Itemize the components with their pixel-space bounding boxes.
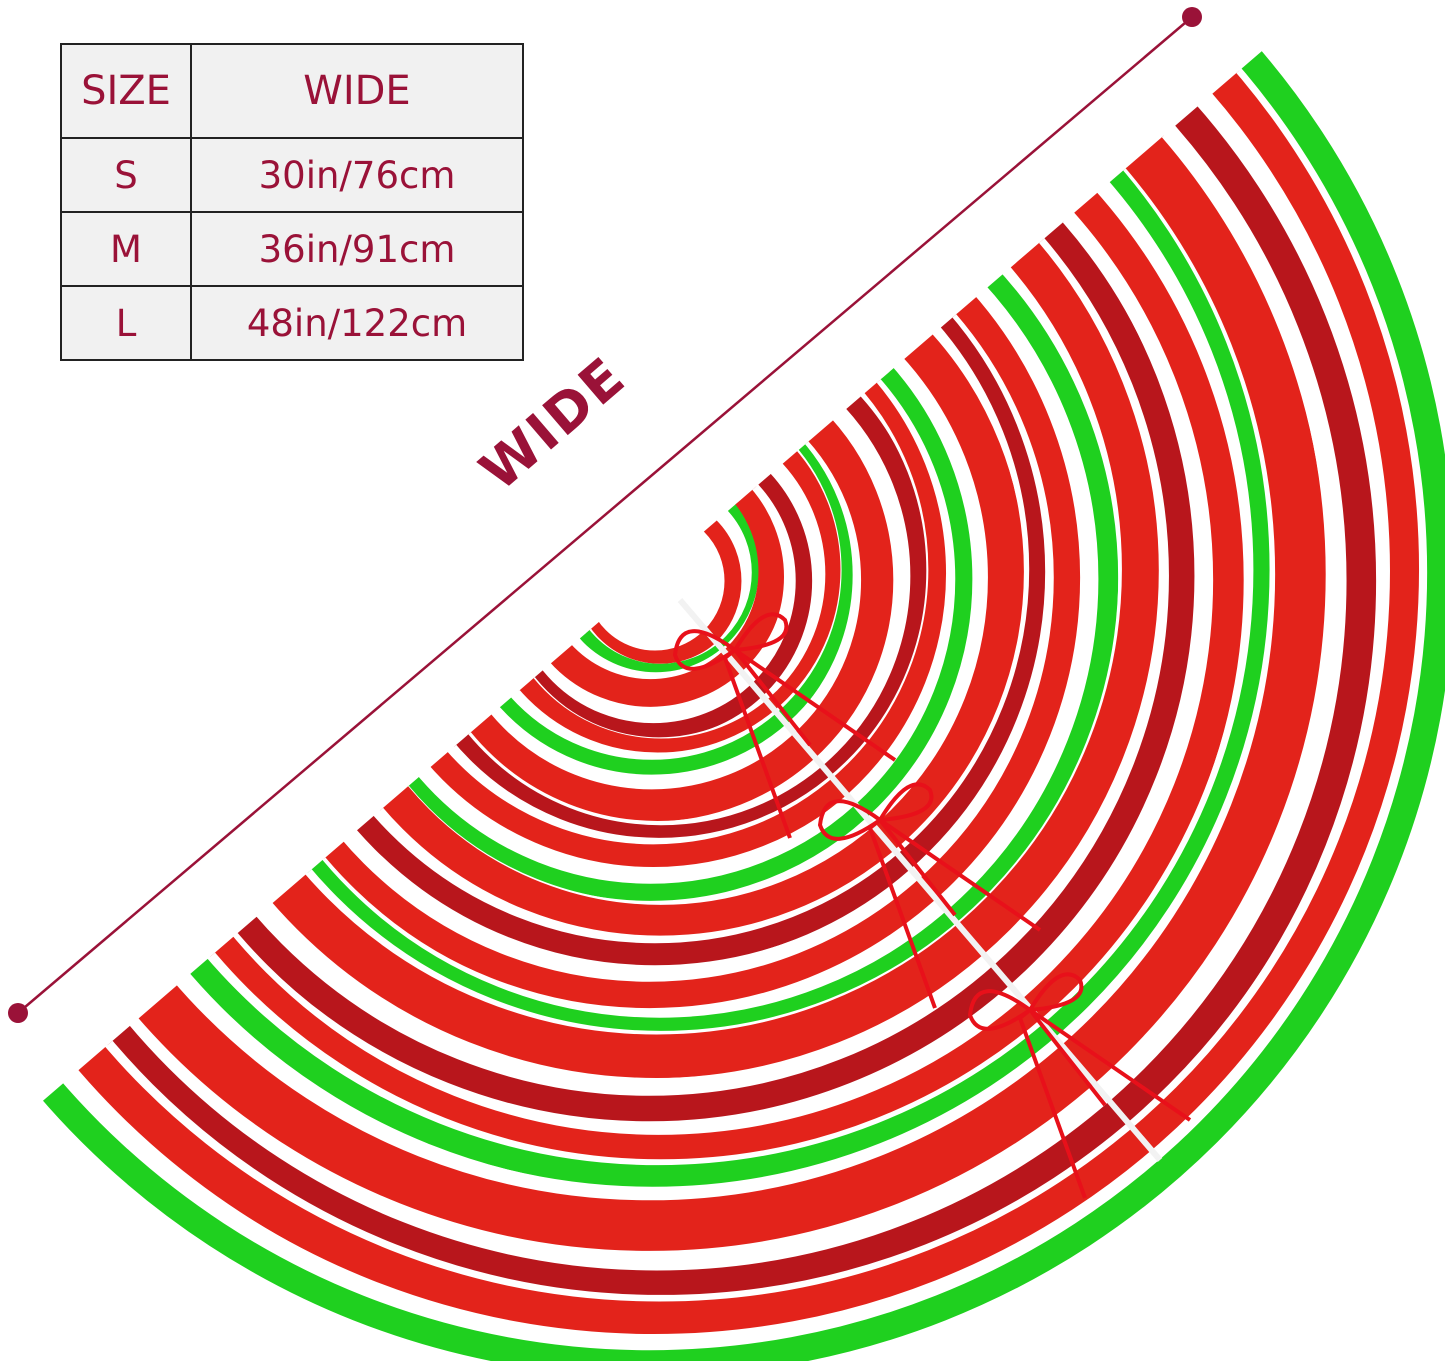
wide-cell: 36in/91cm (190, 211, 524, 287)
skirt-slit (677, 598, 1163, 1162)
skirt-stripe (0, 0, 1377, 1301)
dimension-endpoint-left (8, 1003, 28, 1023)
ribbon-bow (967, 972, 1192, 1199)
ribbon-bow (672, 612, 897, 839)
wide-cell: 48in/122cm (190, 285, 524, 361)
dimension-line (8, 7, 1202, 1023)
size-cell: L (60, 285, 192, 361)
ribbon-bow (817, 782, 1042, 1009)
dimension-endpoint-right (1182, 7, 1202, 27)
ribbon-ties (672, 612, 1192, 1199)
header-size: SIZE (60, 43, 192, 139)
table-row: L 48in/122cm (60, 285, 524, 361)
skirt-stripe (0, 0, 1426, 1337)
wide-cell: 30in/76cm (190, 137, 524, 213)
skirt-stripe (0, 0, 1334, 1263)
header-wide: WIDE (190, 43, 524, 139)
table-row: S 30in/76cm (60, 137, 524, 213)
size-table-header: SIZE WIDE (60, 43, 524, 139)
size-chart-table: SIZE WIDE S 30in/76cm M 36in/91cm L 48in… (60, 43, 524, 361)
size-cell: S (60, 137, 192, 213)
skirt-stripe (0, 0, 1326, 1251)
size-cell: M (60, 211, 192, 287)
table-row: M 36in/91cm (60, 211, 524, 287)
skirt-stripe (0, 0, 1426, 1341)
